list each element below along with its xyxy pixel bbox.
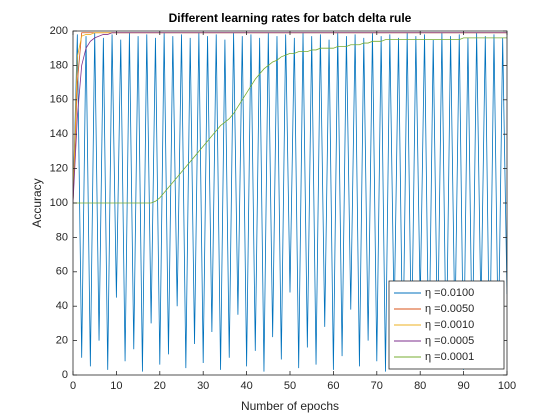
legend-label: η =0.0100 xyxy=(425,287,474,299)
y-tick-label: 180 xyxy=(50,59,68,71)
x-tick-label: 90 xyxy=(457,380,469,392)
y-tick-label: 80 xyxy=(56,231,68,243)
x-tick-label: 40 xyxy=(240,380,252,392)
legend-label: η =0.0050 xyxy=(425,303,474,315)
x-tick-label: 0 xyxy=(70,380,76,392)
y-tick-label: 40 xyxy=(56,300,68,312)
series-line xyxy=(73,37,507,204)
legend-label: η =0.0005 xyxy=(425,335,474,347)
chart-title: Different learning rates for batch delta… xyxy=(169,11,412,25)
y-axis-label: Accuracy xyxy=(30,178,44,227)
x-tick-label: 100 xyxy=(498,380,516,392)
y-tick-label: 0 xyxy=(62,369,68,381)
x-tick-label: 50 xyxy=(284,380,296,392)
x-tick-label: 80 xyxy=(414,380,426,392)
legend-label: η =0.0001 xyxy=(425,351,474,363)
x-tick-label: 60 xyxy=(327,380,339,392)
x-tick-label: 20 xyxy=(154,380,166,392)
y-tick-label: 200 xyxy=(50,25,68,37)
y-tick-label: 60 xyxy=(56,266,68,278)
y-tick-label: 100 xyxy=(50,197,68,209)
x-tick-label: 30 xyxy=(197,380,209,392)
y-tick-label: 140 xyxy=(50,128,68,140)
series-line xyxy=(73,32,507,372)
legend-label: η =0.0010 xyxy=(425,319,474,331)
y-tick-label: 120 xyxy=(50,163,68,175)
y-tick-label: 160 xyxy=(50,94,68,106)
x-axis-label: Number of epochs xyxy=(241,399,339,413)
x-tick-label: 70 xyxy=(371,380,383,392)
y-tick-label: 20 xyxy=(56,335,68,347)
x-tick-label: 10 xyxy=(110,380,122,392)
